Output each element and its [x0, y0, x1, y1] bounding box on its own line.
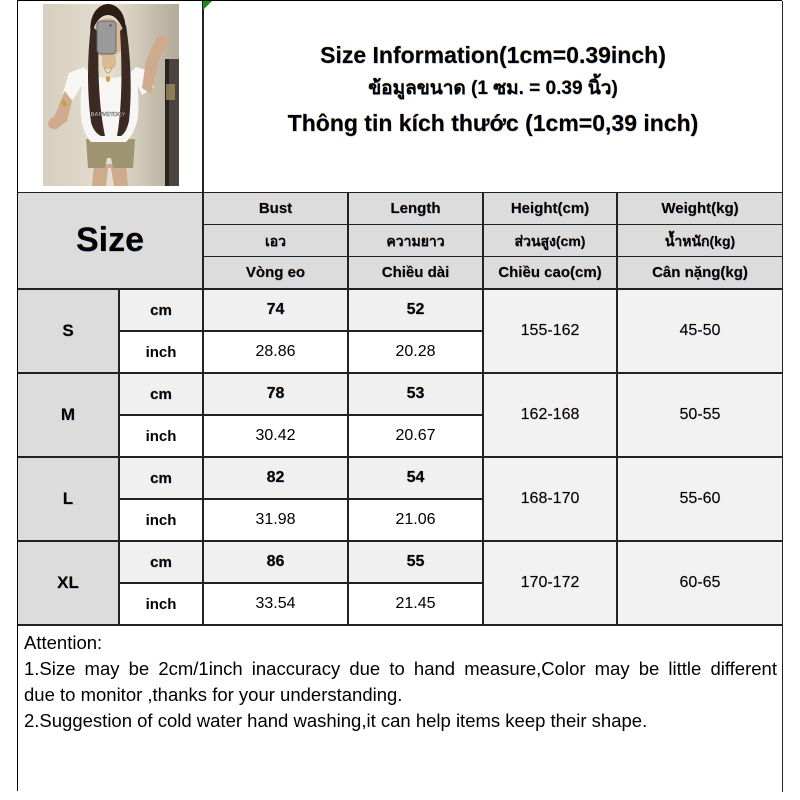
- svg-text:BANVEYDQY: BANVEYDQY: [91, 112, 126, 118]
